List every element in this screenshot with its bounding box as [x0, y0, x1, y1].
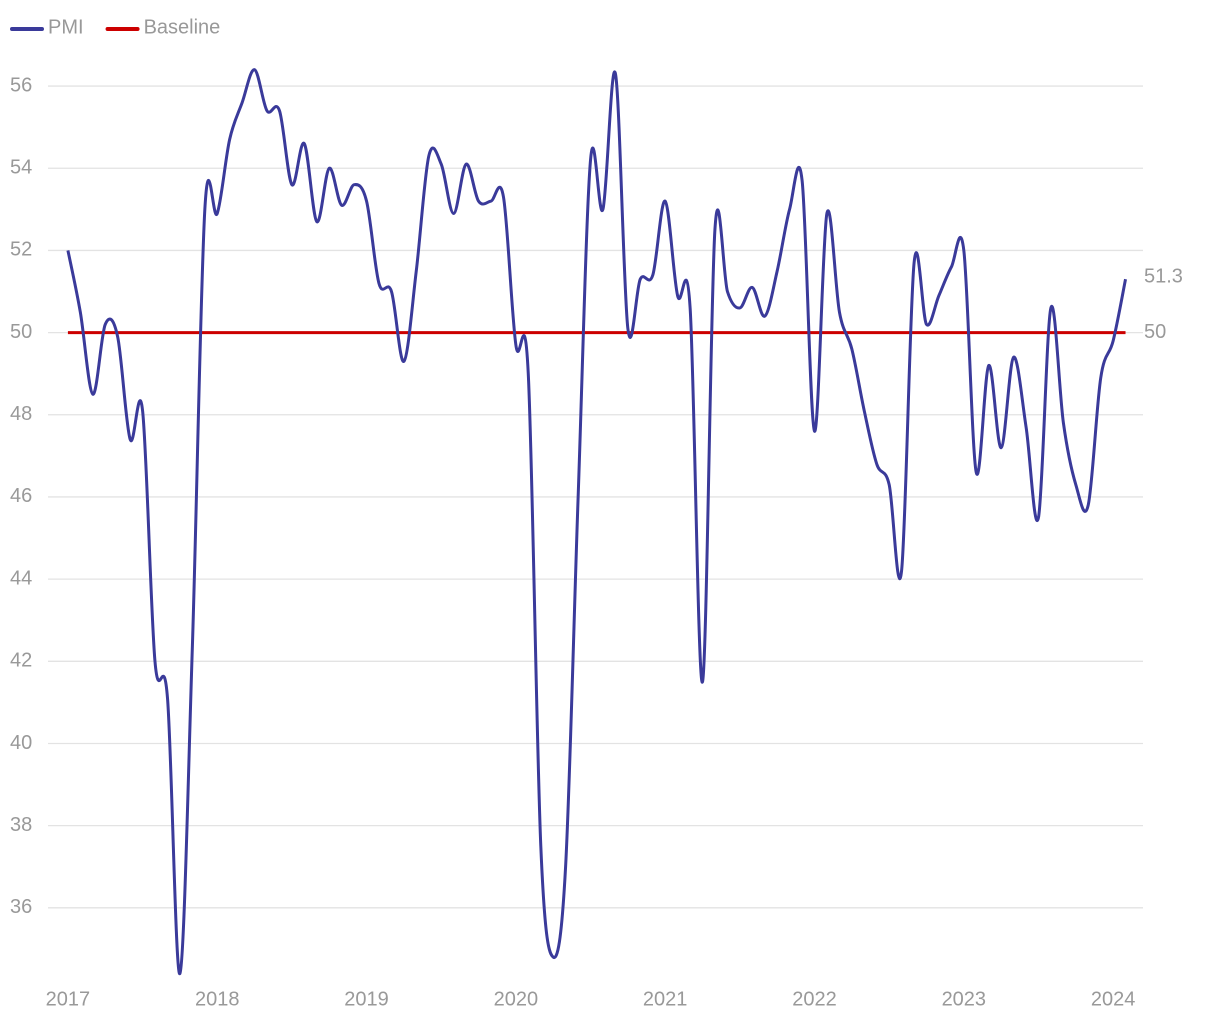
x-tick-label: 2017	[46, 988, 91, 1010]
x-tick-label: 2023	[942, 988, 987, 1010]
y-tick-label: 52	[10, 239, 32, 261]
y-tick-label: 46	[10, 485, 32, 507]
line	[66, 68, 1128, 976]
y-tick-label: 50	[10, 321, 32, 343]
x-tick-label: 2018	[195, 988, 240, 1010]
x-tick-label: 2021	[643, 988, 688, 1010]
y-tick-label: 56	[10, 74, 32, 96]
y-tick-label: 44	[10, 567, 32, 589]
legend-label: Baseline	[144, 16, 221, 38]
x-tick-label: 2024	[1091, 988, 1136, 1010]
y-tick-label: 38	[10, 814, 32, 836]
y-tick-label: 54	[10, 157, 32, 179]
x-tick-label: 2020	[494, 988, 539, 1010]
baseline-label: 50	[1144, 321, 1166, 343]
x-tick-label: 2019	[344, 988, 389, 1010]
y-tick-label: 48	[10, 403, 32, 425]
x-tick-label: 2022	[792, 988, 837, 1010]
y-tick-label: 40	[10, 732, 32, 754]
legend-label: PMI	[48, 16, 84, 38]
y-tick-label: 42	[10, 650, 32, 672]
y-tick-label: 36	[10, 896, 32, 918]
end-label: 51.3	[1144, 265, 1183, 287]
